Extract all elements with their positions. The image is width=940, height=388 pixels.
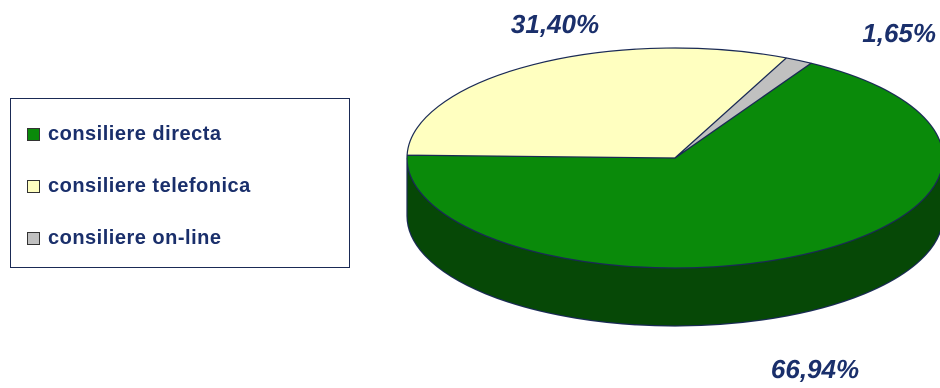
- pie-value-label-0: 66,94%: [771, 354, 859, 384]
- pie-value-label-2: 1,65%: [862, 18, 936, 48]
- legend-label-telefonica: consiliere telefonica: [48, 175, 251, 197]
- legend-entry-online: consiliere on-line: [27, 227, 221, 250]
- legend-swatch-telefonica: [27, 180, 40, 193]
- legend-label-directa: consiliere directa: [48, 123, 222, 145]
- legend-entry-telefonica: consiliere telefonica: [27, 175, 251, 198]
- legend-entry-directa: consiliere directa: [27, 123, 222, 146]
- chart-legend: consiliere directa consiliere telefonica…: [10, 98, 350, 268]
- pie-slice-1: [406, 47, 787, 159]
- legend-swatch-directa: [27, 128, 40, 141]
- pie-value-label-1: 31,40%: [511, 9, 599, 39]
- legend-swatch-online: [27, 232, 40, 245]
- pie-slice-0: [406, 62, 940, 269]
- pie-slice-2: [674, 57, 812, 159]
- legend-label-online: consiliere on-line: [48, 227, 222, 249]
